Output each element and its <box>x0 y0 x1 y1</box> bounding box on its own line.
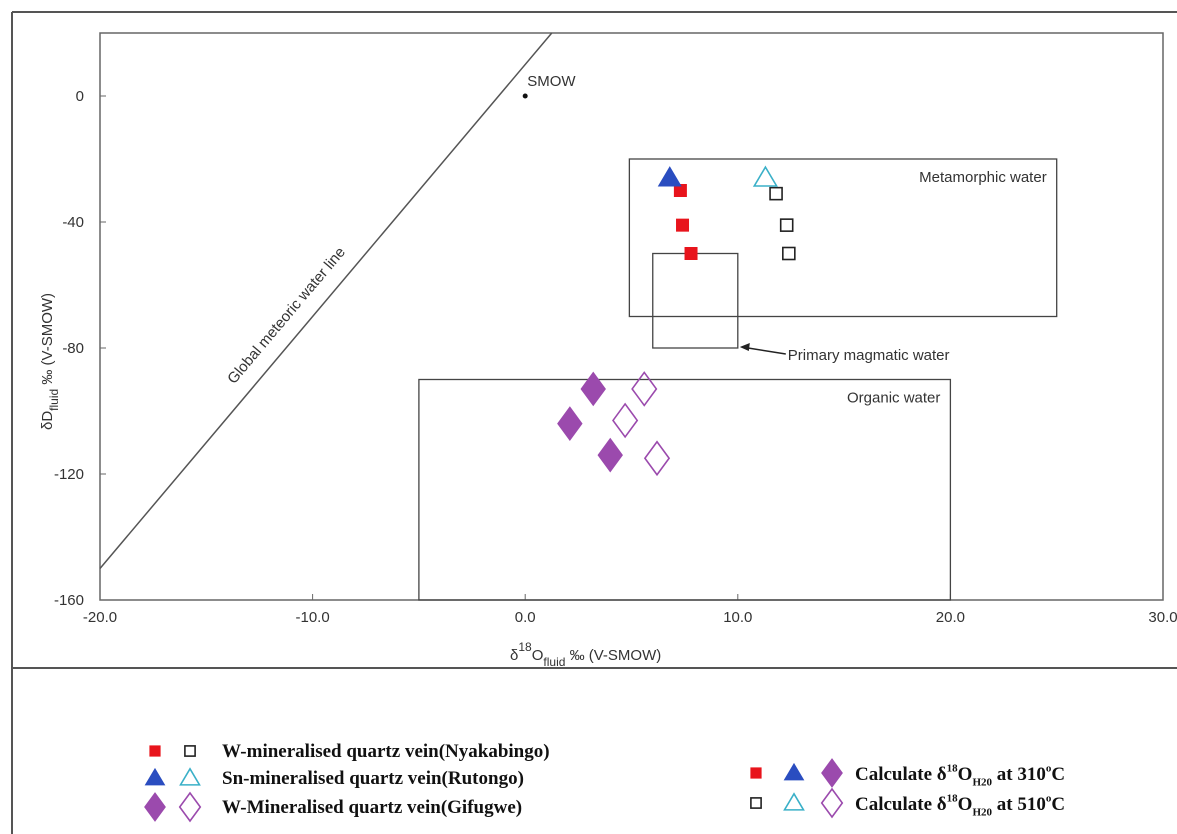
meteoric-water-line <box>99 32 553 569</box>
legend-label: W-mineralised quartz vein(Nyakabingo) <box>222 741 550 762</box>
region-label: Metamorphic water <box>919 169 1047 186</box>
x-tick-label: 10.0 <box>723 609 752 626</box>
y-axis-label-part: ‰ (V-SMOW) <box>39 293 56 389</box>
region-box <box>652 252 739 349</box>
data-point <box>782 246 796 261</box>
y-tick-label: -120 <box>54 466 84 483</box>
data-point <box>631 371 658 407</box>
legend-label-part: Calculate δ <box>855 764 947 785</box>
legend-marker <box>149 745 161 757</box>
region-arrowhead <box>739 343 750 351</box>
data-point <box>580 371 606 407</box>
y-tick-label: -160 <box>54 592 84 609</box>
data-point <box>643 440 671 477</box>
meteoric-line-label: Global meteoric water line <box>224 244 349 388</box>
data-point <box>597 437 623 473</box>
legend-marker <box>178 791 202 823</box>
x-axis-label-part: δ <box>510 647 518 664</box>
x-axis-label: δ18Ofluid ‰ (V-SMOW) <box>510 640 661 669</box>
legend-marker <box>179 767 201 786</box>
x-tick-label: 0.0 <box>515 609 536 626</box>
data-point <box>676 218 690 232</box>
data-point <box>684 247 698 260</box>
legend-label-part: H20 <box>972 777 992 789</box>
legend-label-part: Calculate δ <box>855 794 947 815</box>
legend-marker <box>144 792 166 822</box>
x-axis-label-part: O <box>532 647 544 664</box>
legend-label-part: at 310 <box>992 764 1046 785</box>
legend-label-part: 18 <box>947 762 959 774</box>
data-point <box>779 218 794 232</box>
x-tick-label: 20.0 <box>936 609 965 626</box>
x-tick-label: -10.0 <box>295 609 329 626</box>
legend-label: Sn-mineralised quartz vein(Rutongo) <box>222 768 524 789</box>
data-point <box>769 186 783 201</box>
smow-label: SMOW <box>527 73 576 90</box>
y-tick-label: -80 <box>62 340 84 357</box>
region-label: Primary magmatic water <box>788 347 950 364</box>
legend-label-part: H20 <box>972 807 992 819</box>
data-point <box>657 166 682 187</box>
x-axis-label-part: fluid <box>543 655 565 669</box>
x-axis-label-part: 18 <box>518 640 532 654</box>
data-point <box>752 165 778 187</box>
legend-marker <box>783 792 805 811</box>
legend-label-part: 18 <box>947 792 959 804</box>
legend-label-part: O <box>958 794 973 815</box>
legend-marker <box>750 797 762 809</box>
legend-marker <box>750 767 762 779</box>
y-axis-label-part: δD <box>39 411 56 430</box>
y-axis-label-part: fluid <box>47 389 61 411</box>
data-point <box>612 402 639 439</box>
smow-point <box>522 93 528 99</box>
data-point <box>557 406 583 441</box>
x-tick-label: 30.0 <box>1148 609 1177 626</box>
legend-marker <box>820 787 844 819</box>
region-box <box>628 158 1058 318</box>
legend-label-part: at 510 <box>992 794 1046 815</box>
y-tick-label: -40 <box>62 214 84 231</box>
legend-label-part: O <box>958 764 973 785</box>
legend-marker <box>184 745 196 757</box>
legend-label-part: C <box>1051 764 1065 785</box>
legend-label-part: o <box>1046 792 1052 804</box>
x-axis-label-part: ‰ (V-SMOW) <box>565 647 661 664</box>
region-label: Organic water <box>847 390 940 407</box>
legend-label: W-Mineralised quartz vein(Gifugwe) <box>222 797 522 818</box>
legend-marker <box>783 762 805 781</box>
legend-marker <box>144 767 166 786</box>
y-axis-label: δDfluid ‰ (V-SMOW) <box>39 293 61 430</box>
region-box <box>418 378 952 601</box>
legend-label: Calculate δ18OH20 at 510oC <box>855 792 1065 818</box>
legend-label: Calculate δ18OH20 at 310oC <box>855 762 1065 788</box>
legend-label-part: C <box>1051 794 1065 815</box>
y-tick-label: 0 <box>76 88 84 105</box>
legend-marker <box>821 758 843 788</box>
x-tick-label: -20.0 <box>83 609 117 626</box>
legend-label-part: o <box>1046 762 1052 774</box>
